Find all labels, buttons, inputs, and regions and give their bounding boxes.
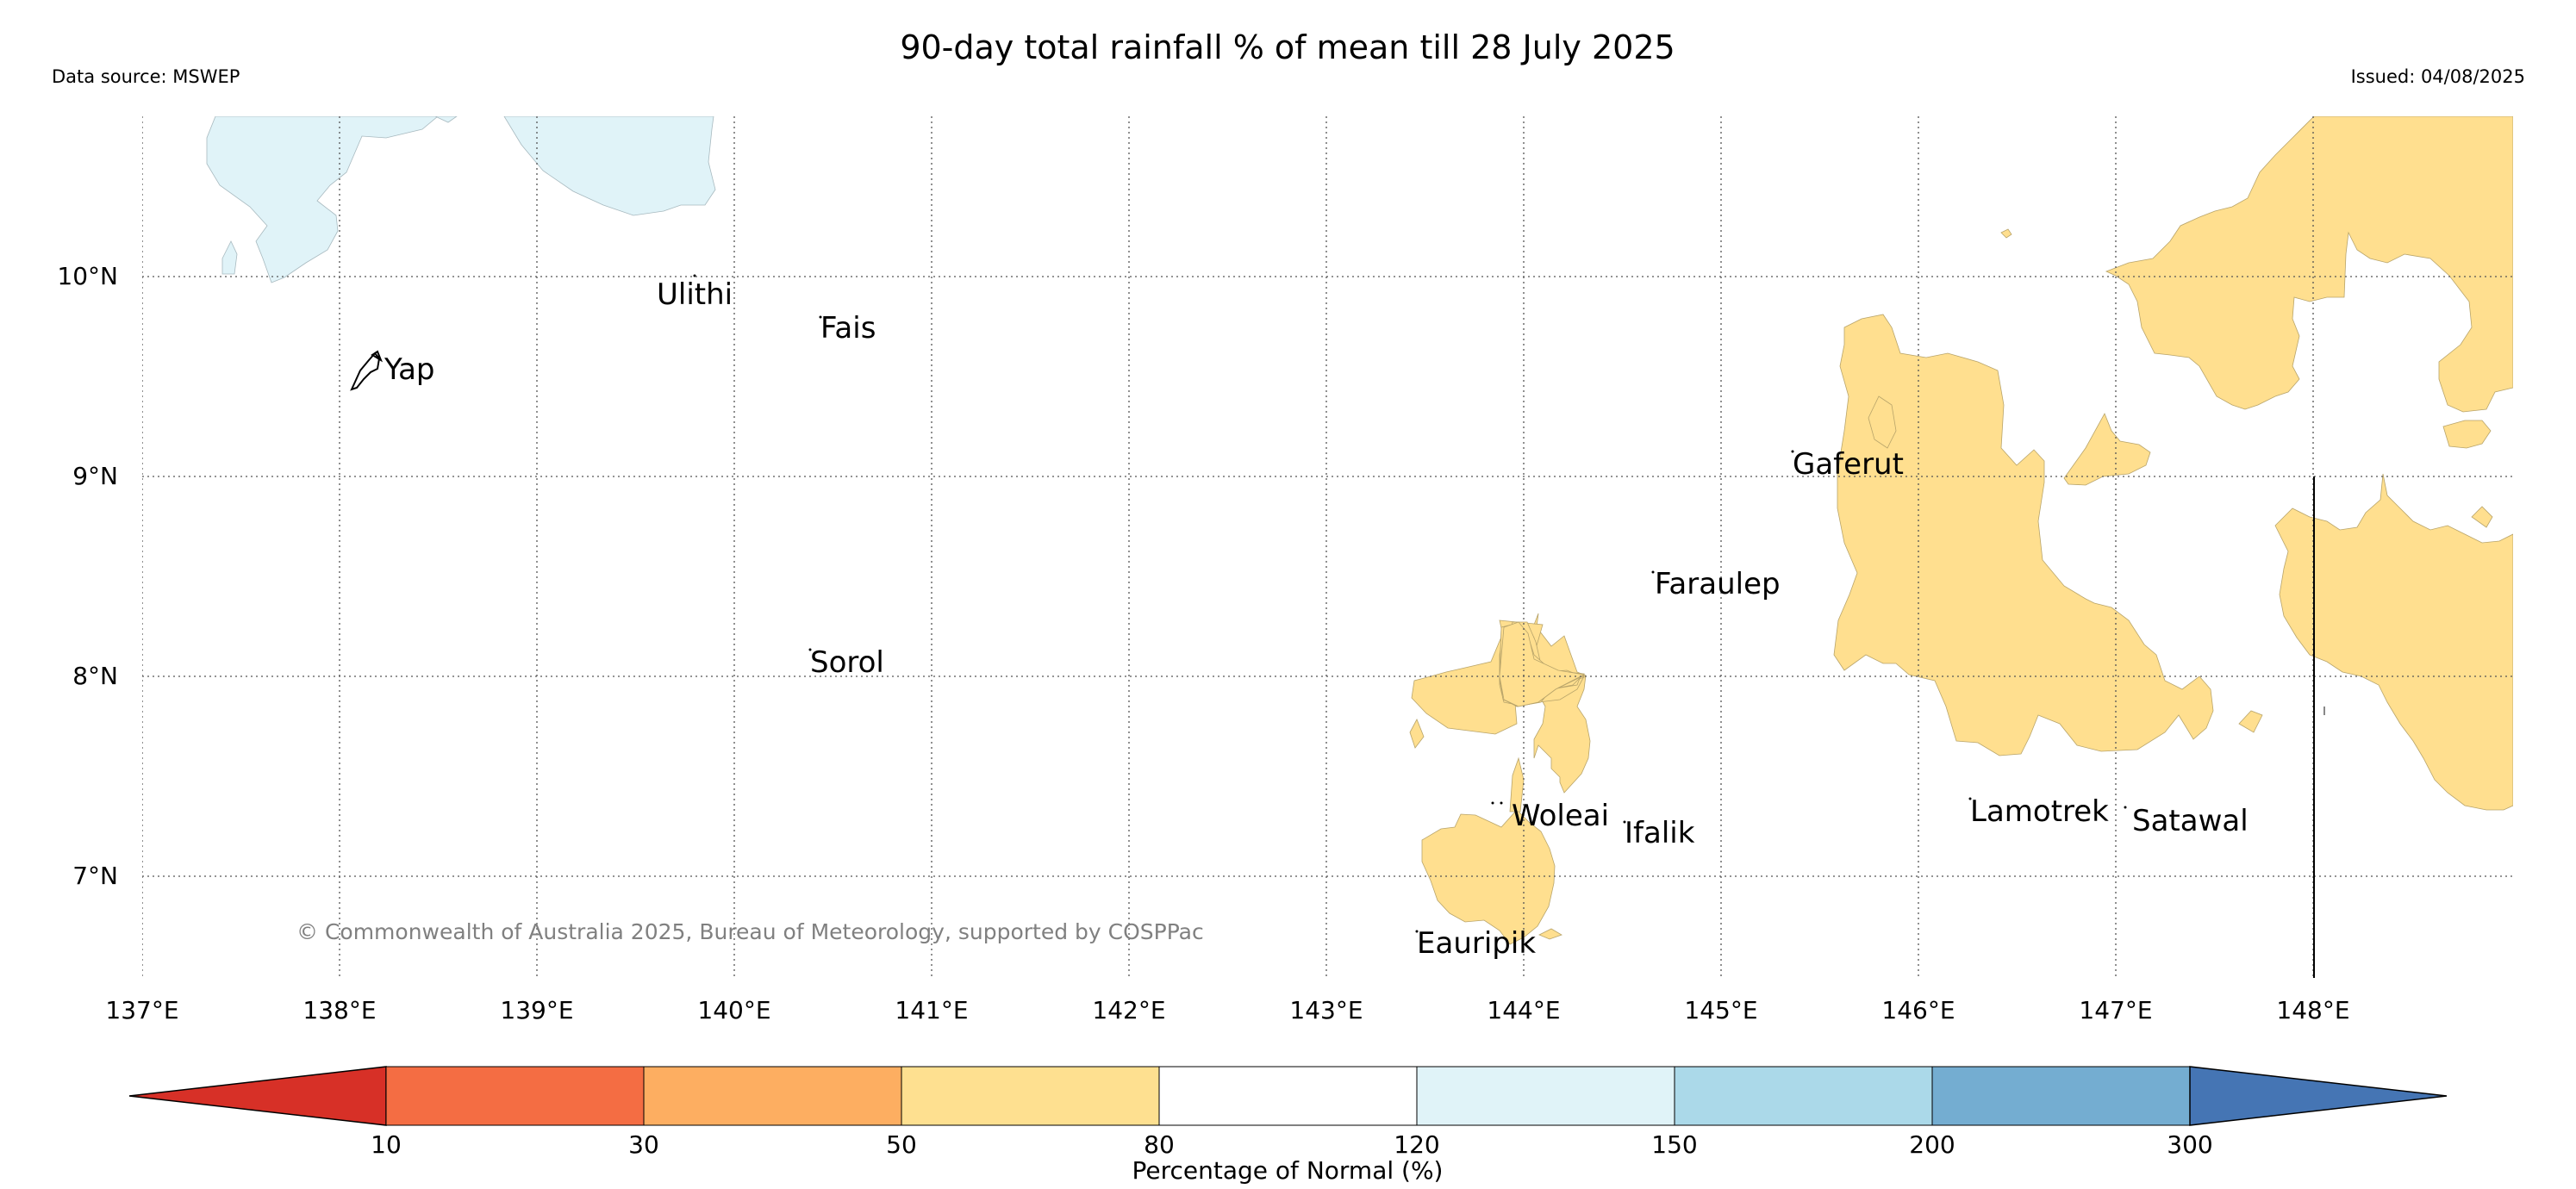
map-panel: Ulithi Fais Yap Gaferut Faraulep Sorol W… bbox=[142, 116, 2513, 978]
place-label-satawal: Satawal bbox=[2132, 804, 2249, 838]
lon-tick-label: 139°E bbox=[500, 996, 573, 1024]
lon-tick-label: 140°E bbox=[697, 996, 770, 1024]
place-label-faraulep: Faraulep bbox=[1655, 567, 1781, 601]
wet-anomaly-region-west bbox=[206, 116, 439, 283]
colorbar-title: Percentage of Normal (%) bbox=[1132, 1156, 1444, 1185]
copyright-notice: © Commonwealth of Australia 2025, Bureau… bbox=[296, 919, 1204, 944]
colorbar-segment bbox=[643, 1066, 902, 1126]
place-label-ulithi: Ulithi bbox=[657, 277, 733, 312]
dry-anomaly-small-ne bbox=[2063, 413, 2151, 486]
map-title: 90-day total rainfall % of mean till 28 … bbox=[900, 28, 1675, 66]
dry-anomaly-east-main bbox=[2274, 473, 2513, 811]
dry-anomaly-gaferut-lamotrek bbox=[1833, 314, 2214, 756]
lon-tick-label: 142°E bbox=[1092, 996, 1165, 1024]
place-label-lamotrek: Lamotrek bbox=[1970, 794, 2109, 829]
colorbar-tick-label: 300 bbox=[2167, 1130, 2212, 1159]
dry-anomaly-satawal-speck bbox=[2238, 710, 2263, 733]
colorbar-segment bbox=[901, 1066, 1160, 1126]
colorbar-tick-label: 80 bbox=[1144, 1130, 1175, 1159]
place-label-yap: Yap bbox=[384, 352, 435, 387]
colorbar-tick-label: 50 bbox=[886, 1130, 917, 1159]
dry-anomaly-faraulep-patch bbox=[1499, 621, 1586, 707]
lon-tick-label: 147°E bbox=[2079, 996, 2152, 1024]
place-label-sorol: Sorol bbox=[810, 645, 884, 680]
colorbar-tick-label: 200 bbox=[1909, 1130, 1955, 1159]
colorbar-tick-label: 10 bbox=[371, 1130, 402, 1159]
dry-anomaly-region-west-islet bbox=[1411, 613, 1591, 794]
dry-anomaly-east-speck bbox=[2471, 506, 2493, 528]
dry-anomaly-speck-north bbox=[2000, 228, 2012, 239]
colorbar-tick-label: 30 bbox=[628, 1130, 659, 1159]
latitude-axis: 10°N 9°N 8°N 7°N bbox=[57, 262, 118, 890]
dry-anomaly-woleai-spike bbox=[1509, 756, 1525, 812]
place-label-woleai: Woleai bbox=[1512, 799, 1609, 833]
colorbar-legend: 10 30 50 80 120 150 200 300 Percentage o… bbox=[128, 1066, 2448, 1185]
lon-tick-label: 137°E bbox=[105, 996, 178, 1024]
lat-tick-label: 9°N bbox=[72, 462, 118, 490]
lon-tick-label: 146°E bbox=[1881, 996, 1955, 1024]
colorbar-segment bbox=[385, 1066, 645, 1126]
dry-anomaly-eauripik bbox=[1421, 809, 1556, 945]
place-label-ifalik: Ifalik bbox=[1625, 816, 1695, 850]
yap-island-outline bbox=[350, 350, 384, 391]
lat-tick-label: 10°N bbox=[57, 262, 118, 290]
lon-tick-label: 143°E bbox=[1289, 996, 1363, 1024]
lon-tick-label: 145°E bbox=[1684, 996, 1757, 1024]
lat-tick-label: 8°N bbox=[72, 662, 118, 690]
graticule bbox=[142, 116, 2513, 978]
wet-anomaly-speck bbox=[434, 116, 458, 123]
colorbar-segment bbox=[1158, 1066, 1418, 1126]
data-source-label: Data source: MSWEP bbox=[52, 66, 240, 87]
wet-anomaly-region-north bbox=[503, 116, 716, 216]
dry-anomaly-eauripik-tail bbox=[1538, 928, 1562, 940]
lon-tick-label: 138°E bbox=[303, 996, 376, 1024]
colorbar-tick-label: 120 bbox=[1394, 1130, 1439, 1159]
issued-date-label: Issued: 04/08/2025 bbox=[2351, 66, 2525, 87]
colorbar-tick-label: 150 bbox=[1651, 1130, 1697, 1159]
lat-tick-label: 7°N bbox=[72, 862, 118, 890]
colorbar-segment bbox=[1674, 1066, 1933, 1126]
lon-tick-label: 141°E bbox=[895, 996, 968, 1024]
place-label-gaferut: Gaferut bbox=[1793, 447, 1904, 482]
longitude-axis: 137°E 138°E 139°E 140°E 141°E 142°E 143°… bbox=[105, 996, 2349, 1024]
colorbar-segment bbox=[1931, 1066, 2191, 1126]
place-label-fais: Fais bbox=[820, 311, 876, 345]
dry-anomaly-small-west bbox=[1409, 719, 1425, 749]
wet-anomaly-islet bbox=[221, 240, 238, 275]
lon-tick-label: 148°E bbox=[2276, 996, 2349, 1024]
place-labels: Ulithi Fais Yap Gaferut Faraulep Sorol W… bbox=[384, 274, 2249, 961]
place-label-eauripik: Eauripik bbox=[1417, 926, 1536, 961]
dry-anomaly-east-small bbox=[2442, 420, 2492, 449]
colorbar-segment bbox=[1416, 1066, 1675, 1126]
lon-tick-label: 144°E bbox=[1487, 996, 1560, 1024]
colorbar-right-extension bbox=[2189, 1066, 2448, 1126]
dry-anomaly-hole-gaferut bbox=[1868, 395, 1897, 449]
colorbar-left-extension bbox=[128, 1066, 387, 1126]
dry-anomaly-northeast bbox=[2105, 116, 2513, 413]
